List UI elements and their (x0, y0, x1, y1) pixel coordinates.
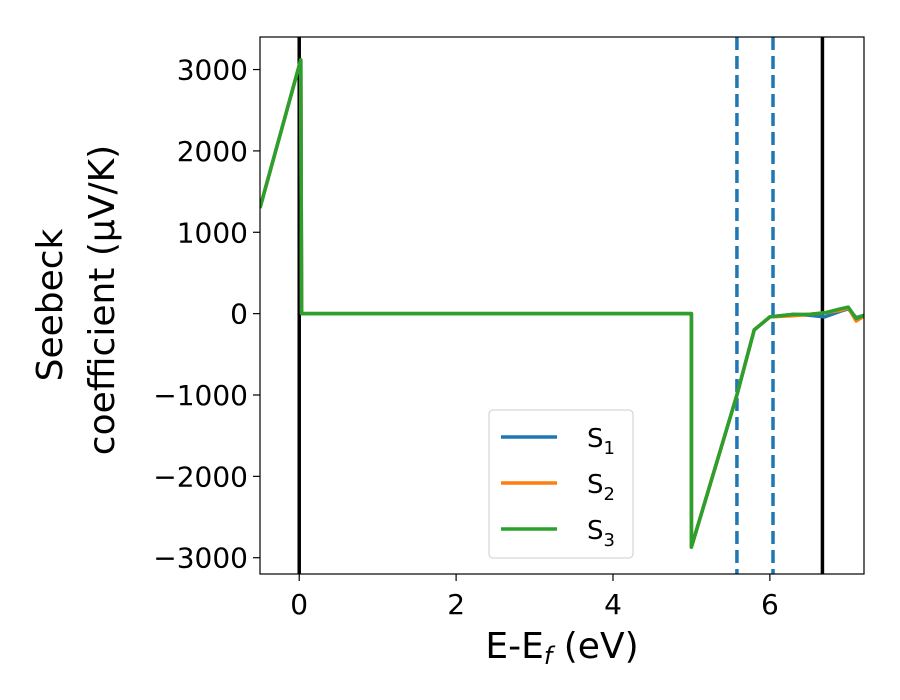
y-tick-label: −3000 (153, 542, 248, 575)
y-tick-label: −1000 (153, 379, 248, 412)
y-axis-ticks: 3000 2000 1000 0 −1000 −2000 −3000 (153, 54, 260, 575)
legend-label-S3: S3 (587, 516, 615, 551)
legend-label-S2: S2 (587, 470, 615, 505)
x-tick-label: 4 (604, 588, 622, 621)
legend: S1 S2 S3 (488, 409, 634, 559)
legend-label-S1: S1 (587, 424, 615, 459)
series-lines (260, 58, 864, 549)
x-axis-ticks: 0 2 4 6 (290, 574, 779, 621)
y-axis-label-line1: Seebeck (30, 228, 71, 381)
reference-lines (297, 37, 825, 574)
y-tick-label: 0 (230, 298, 248, 331)
y-tick-label: 3000 (177, 54, 248, 87)
y-tick-label: 1000 (177, 216, 248, 249)
y-tick-label: −2000 (153, 460, 248, 493)
y-tick-label: 2000 (177, 135, 248, 168)
x-tick-label: 0 (290, 588, 308, 621)
series-line-S3 (260, 58, 864, 549)
legend-box (488, 409, 634, 559)
x-axis-label: E-Ef (eV) (485, 626, 638, 670)
x-tick-label: 2 (447, 588, 465, 621)
x-tick-label: 6 (761, 588, 779, 621)
plot-frame (259, 36, 865, 575)
y-axis-label-line2: coefficient (μV/K) (82, 145, 123, 455)
